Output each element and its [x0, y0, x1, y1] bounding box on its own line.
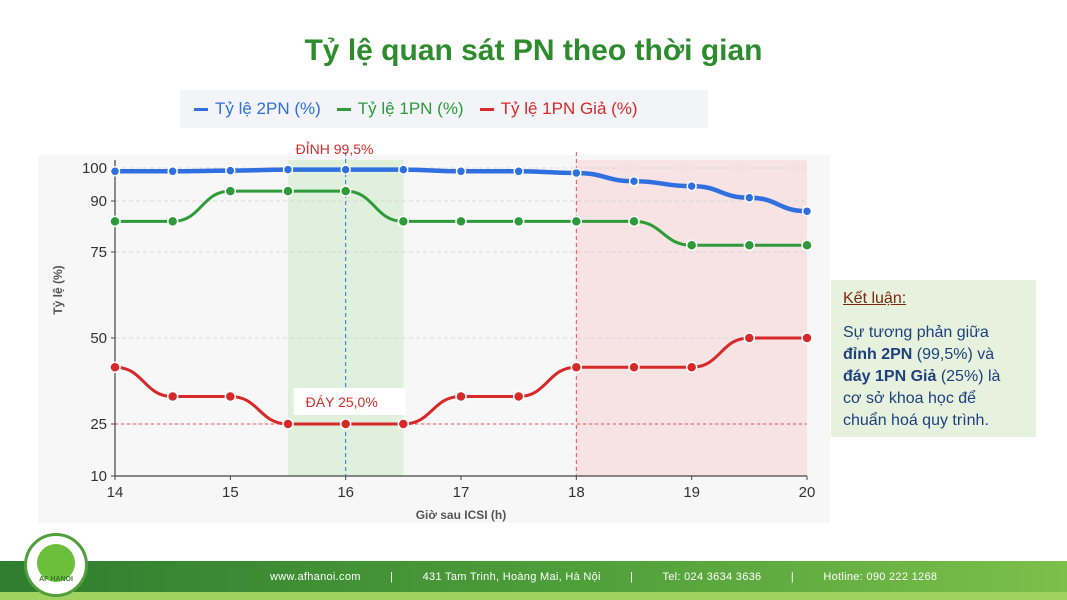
data-point-s1-5 [397, 215, 410, 228]
data-point-s0-5 [398, 164, 409, 175]
x-tick-label-4: 18 [568, 484, 585, 501]
data-point-s0-1 [167, 166, 178, 177]
annotation-bg-1 [293, 388, 406, 415]
data-point-s2-4 [339, 418, 352, 430]
chart-title: Tỷ lệ quan sát PN theo thời gian [304, 34, 763, 67]
data-point-s2-3 [282, 418, 294, 430]
legend-swatch-1pn-gia [479, 107, 494, 111]
data-point-s1-7 [512, 215, 525, 228]
y-tick-label-2: 75 [90, 244, 107, 261]
data-point-s1-0 [109, 215, 121, 228]
data-point-s2-9 [628, 361, 640, 373]
conclusion-heading: Kết luận: [843, 290, 907, 307]
data-point-s2-11 [743, 332, 756, 344]
legend-swatch-2pn [194, 107, 208, 111]
data-point-s1-8 [570, 215, 583, 228]
logo-emblem-icon [37, 544, 75, 582]
highlight-band-1 [576, 160, 807, 476]
y-tick-label-4: 25 [90, 416, 107, 433]
legend-swatch-1pn [336, 107, 351, 111]
af-hanoi-logo: AF HANOI [24, 533, 88, 597]
data-point-s1-10 [685, 239, 698, 251]
data-point-s1-6 [455, 215, 467, 228]
footer-contact: www.afhanoi.com | 431 Tam Trinh, Hoàng M… [270, 571, 963, 583]
data-point-s2-12 [801, 332, 813, 344]
conclusion-line-2: (99,5%) và [912, 346, 995, 363]
data-point-s0-2 [225, 165, 236, 176]
annotation-label-1: ĐÁY 25,0% [306, 394, 378, 410]
conclusion-bold-2: đáy 1PN Giả [843, 368, 937, 385]
data-point-s2-2 [224, 390, 237, 403]
legend-item-1pn-gia: Tỷ lệ 1PN Giả (%) [479, 99, 638, 119]
chart-legend: Tỷ lệ 2PN (%) Tỷ lệ 1PN (%) Tỷ lệ 1PN Gi… [180, 90, 708, 128]
data-point-s0-11 [744, 192, 755, 203]
data-point-s1-11 [743, 239, 756, 251]
footer-tel: Tel: 024 3634 3636 [662, 571, 762, 583]
y-axis-title: Tỷ lệ (%) [51, 265, 65, 314]
footer-website[interactable]: www.afhanoi.com [270, 571, 361, 583]
footer-separator-1: | [390, 571, 394, 583]
x-tick-label-5: 19 [683, 484, 700, 501]
conclusion-line-4: cơ sở khoa học để [843, 390, 977, 407]
x-tick-label-1: 15 [222, 484, 239, 501]
conclusion-line-1: Sự tương phản giữa [843, 324, 989, 341]
y-tick-label-0: 100 [82, 160, 107, 177]
data-point-s2-5 [397, 418, 410, 430]
data-point-s0-4 [340, 164, 351, 175]
data-point-s1-1 [166, 215, 179, 228]
data-point-s0-10 [686, 180, 697, 192]
data-point-s2-7 [512, 390, 525, 403]
y-tick-label-1: 90 [90, 193, 107, 210]
data-point-s2-10 [685, 361, 698, 373]
data-point-s2-0 [109, 361, 121, 373]
data-point-s0-6 [455, 166, 467, 177]
data-point-s2-8 [570, 361, 583, 373]
conclusion-text: Sự tương phản giữa đỉnh 2PN (99,5%) và đ… [843, 322, 1024, 432]
data-point-s0-7 [513, 166, 524, 177]
y-tick-label-3: 50 [90, 330, 107, 347]
x-tick-label-6: 20 [799, 484, 816, 501]
data-point-s0-8 [571, 167, 582, 179]
data-point-s1-9 [628, 215, 640, 228]
footer-separator-2: | [630, 571, 634, 583]
legend-label-1pn: Tỷ lệ 1PN (%) [357, 99, 464, 118]
data-point-s2-6 [455, 390, 467, 403]
conclusion-line-5: chuẩn hoá quy trình. [843, 412, 989, 429]
footer-accent-strip [0, 592, 1067, 600]
conclusion-box: Kết luận: Sự tương phản giữa đỉnh 2PN (9… [831, 280, 1036, 437]
footer-address: 431 Tam Trinh, Hoàng Mai, Hà Nội [422, 571, 601, 583]
footer-bar: www.afhanoi.com | 431 Tam Trinh, Hoàng M… [0, 561, 1067, 593]
data-point-s1-4 [339, 185, 352, 197]
x-axis-title: Giờ sau ICSI (h) [416, 508, 507, 522]
x-tick-label-3: 17 [453, 484, 470, 501]
data-point-s1-3 [282, 185, 294, 197]
footer-hotline: Hotline: 090 222 1268 [823, 571, 938, 583]
logo-text: AF HANOI [39, 576, 73, 583]
legend-item-1pn: Tỷ lệ 1PN (%) [336, 99, 464, 119]
conclusion-line-3: (25%) là [936, 368, 1001, 385]
data-point-s1-2 [224, 185, 237, 197]
data-point-s0-3 [282, 164, 294, 175]
legend-item-2pn: Tỷ lệ 2PN (%) [194, 99, 321, 119]
data-point-s0-12 [801, 205, 813, 217]
y-tick-label-5: 10 [90, 468, 107, 485]
data-point-s0-0 [109, 166, 121, 177]
x-tick-label-2: 16 [337, 484, 354, 501]
conclusion-bold-1: đỉnh 2PN [843, 346, 913, 363]
footer-separator-3: | [790, 571, 794, 583]
annotation-label-0: ĐỈNH 99,5% [296, 141, 374, 157]
legend-label-1pn-gia: Tỷ lệ 1PN Giả (%) [500, 99, 638, 118]
data-point-s1-12 [801, 239, 813, 251]
data-point-s2-1 [166, 390, 179, 403]
data-point-s0-9 [628, 175, 640, 187]
legend-label-2pn: Tỷ lệ 2PN (%) [215, 99, 321, 118]
x-tick-label-0: 14 [107, 484, 124, 501]
